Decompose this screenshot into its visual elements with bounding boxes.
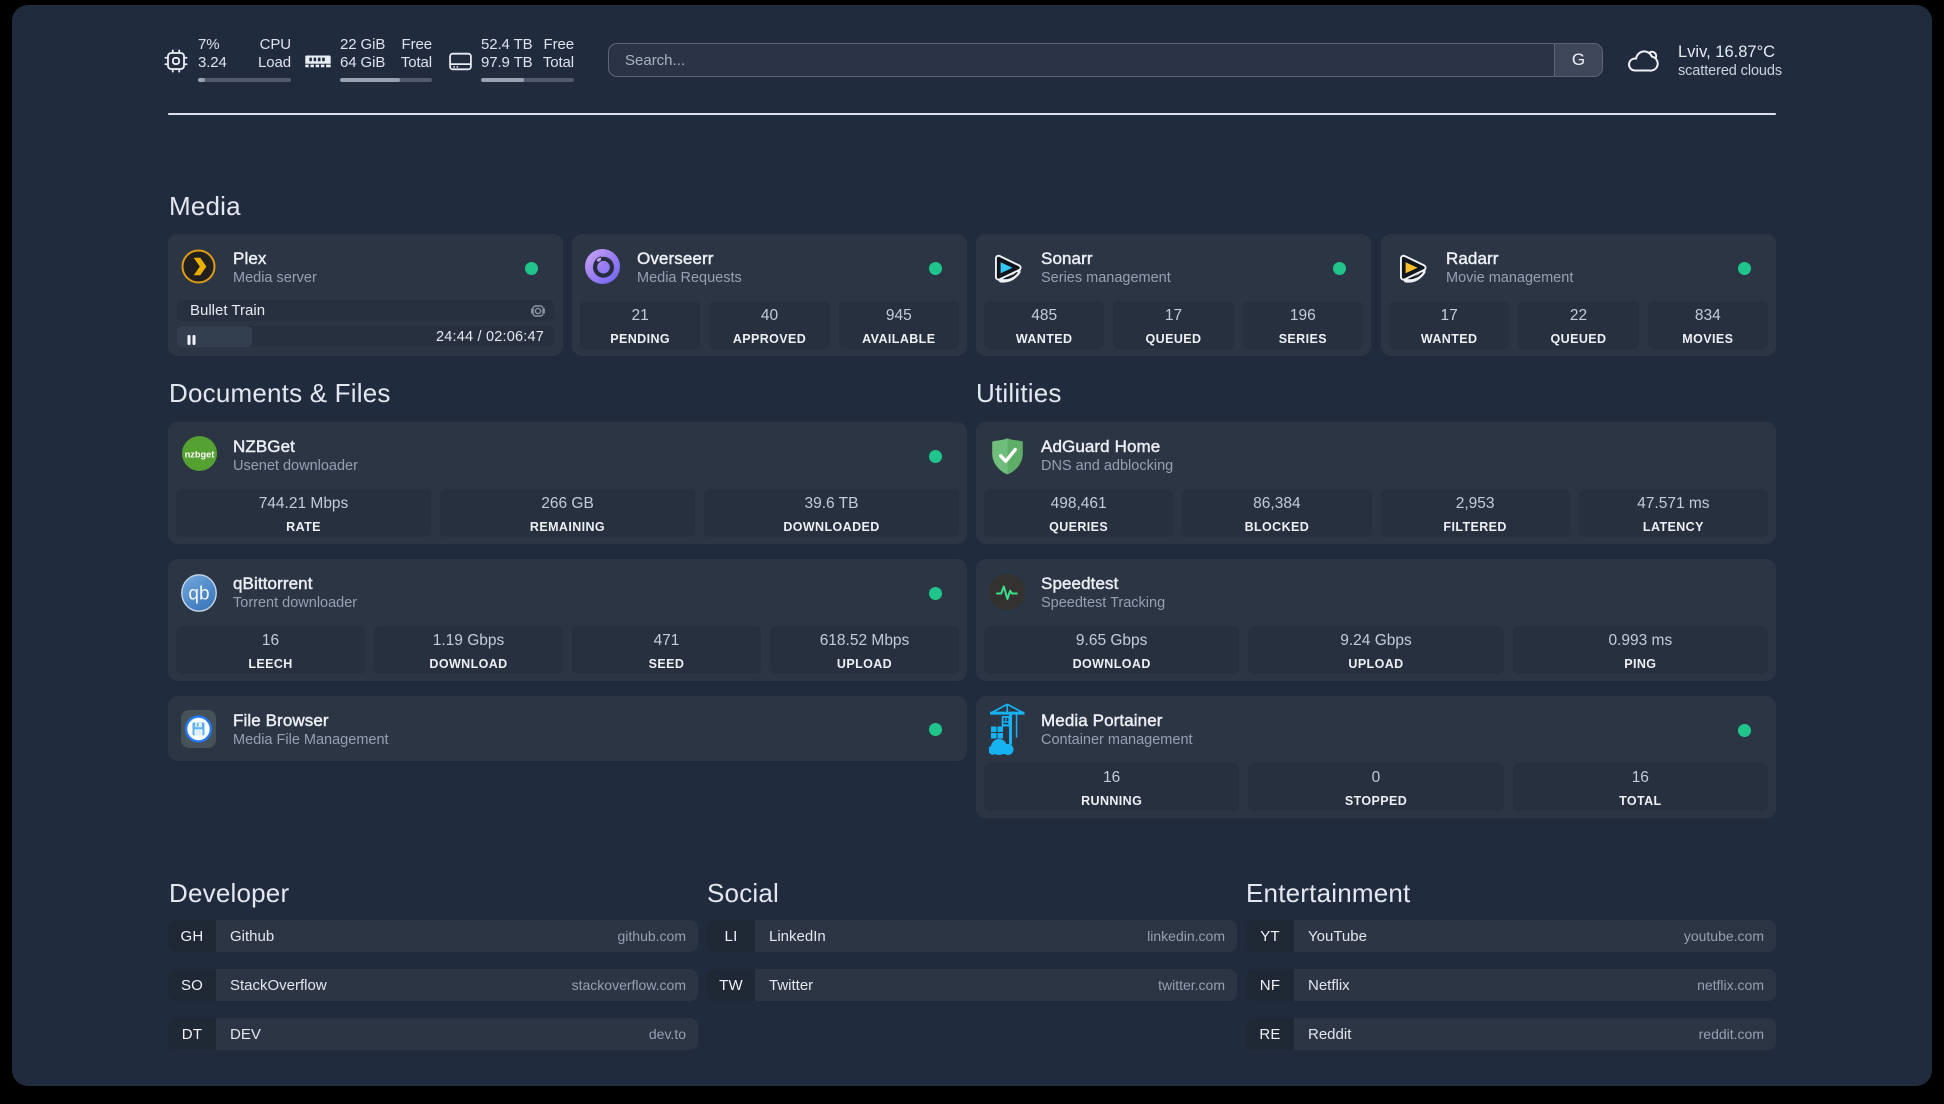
svg-text:nzbget: nzbget (185, 450, 215, 460)
svg-text:qb: qb (188, 584, 209, 605)
